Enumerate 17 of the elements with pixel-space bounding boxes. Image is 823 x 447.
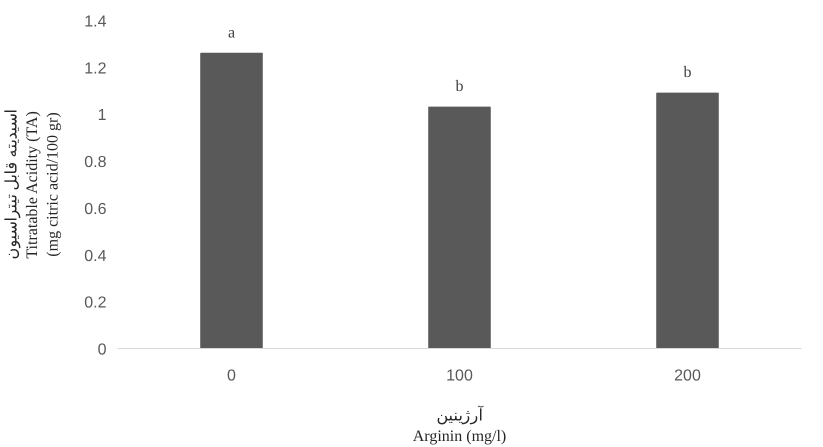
y-tick-label: 0: [98, 342, 107, 358]
annotation: b: [684, 64, 692, 82]
bar: [656, 92, 719, 348]
y-tick-label: 0.6: [84, 200, 107, 218]
x-tick-label: 0: [227, 368, 236, 384]
y-tick-label: 0.2: [84, 294, 107, 312]
y-tick-label: 1.4: [84, 14, 107, 30]
bar: [428, 106, 491, 348]
x-tick-label: 200: [674, 368, 701, 384]
annotation: b: [456, 78, 464, 96]
bar: [200, 52, 263, 348]
y-tick-label: 1: [98, 107, 107, 124]
y-tick-label: 0.4: [84, 248, 107, 265]
y-tick-label: 1.2: [84, 60, 107, 78]
y-tick-label: 0.8: [84, 154, 107, 172]
annotation: a: [228, 24, 236, 42]
x-tick-label: 100: [446, 368, 473, 384]
